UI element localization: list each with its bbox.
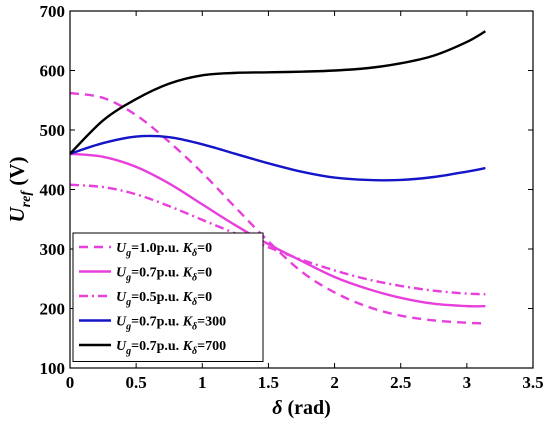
y-tick-label: 400	[40, 181, 66, 200]
x-tick-label: 3.5	[522, 373, 543, 392]
series-layer	[69, 30, 486, 325]
series-line-1	[69, 91, 486, 325]
y-axis-label-unit: (V)	[5, 157, 29, 191]
series-line-5	[69, 30, 486, 155]
x-tick-label: 2.5	[390, 373, 411, 392]
y-tick-label: 500	[40, 121, 66, 140]
legend: Ug=1.0p.u. Kδ=0 Ug=0.7p.u. Kδ=0 Ug=0.5p.u.…	[72, 232, 264, 362]
x-tick-label: 0	[66, 373, 75, 392]
y-tick-label: 200	[40, 300, 66, 319]
x-axis-label-symbol: δ	[272, 397, 282, 419]
y-tick-label: 300	[40, 240, 66, 259]
y-tick-label: 100	[40, 359, 66, 378]
y-axis-label: Uref (V)	[5, 157, 34, 223]
legend-entry-5: Ug=0.7p.u. Kδ=700	[116, 339, 226, 357]
legend-entry-1: Ug=1.0p.u. Kδ=0	[116, 241, 212, 259]
legend-entry-3: Ug=0.5p.u. Kδ=0	[116, 290, 212, 308]
legend-box	[72, 232, 264, 362]
y-axis-label-subscript: ref	[19, 190, 34, 208]
y-axis-label-symbol: U	[5, 205, 29, 222]
x-axis-label-unit: (rad)	[282, 397, 330, 419]
series-line-4	[69, 134, 486, 182]
x-tick-label: 2	[330, 373, 339, 392]
x-tick-label: 1	[198, 373, 207, 392]
legend-entry-2: Ug=0.7p.u. Kδ=0	[116, 266, 212, 284]
y-tick-label: 700	[40, 2, 66, 21]
legend-entry-4: Ug=0.7p.u. Kδ=300	[116, 315, 226, 333]
ticks-layer: 0 0.5 1 1.5 2 2.5 3 3.5 100 200 300 400 500 600 700	[40, 2, 544, 392]
y-tick-label: 600	[40, 62, 66, 81]
x-tick-label: 3	[463, 373, 472, 392]
x-tick-label: 1.5	[258, 373, 279, 392]
x-tick-label: 0.5	[126, 373, 147, 392]
series-line-2	[69, 152, 486, 308]
x-axis-label: δ (rad)	[272, 397, 331, 419]
